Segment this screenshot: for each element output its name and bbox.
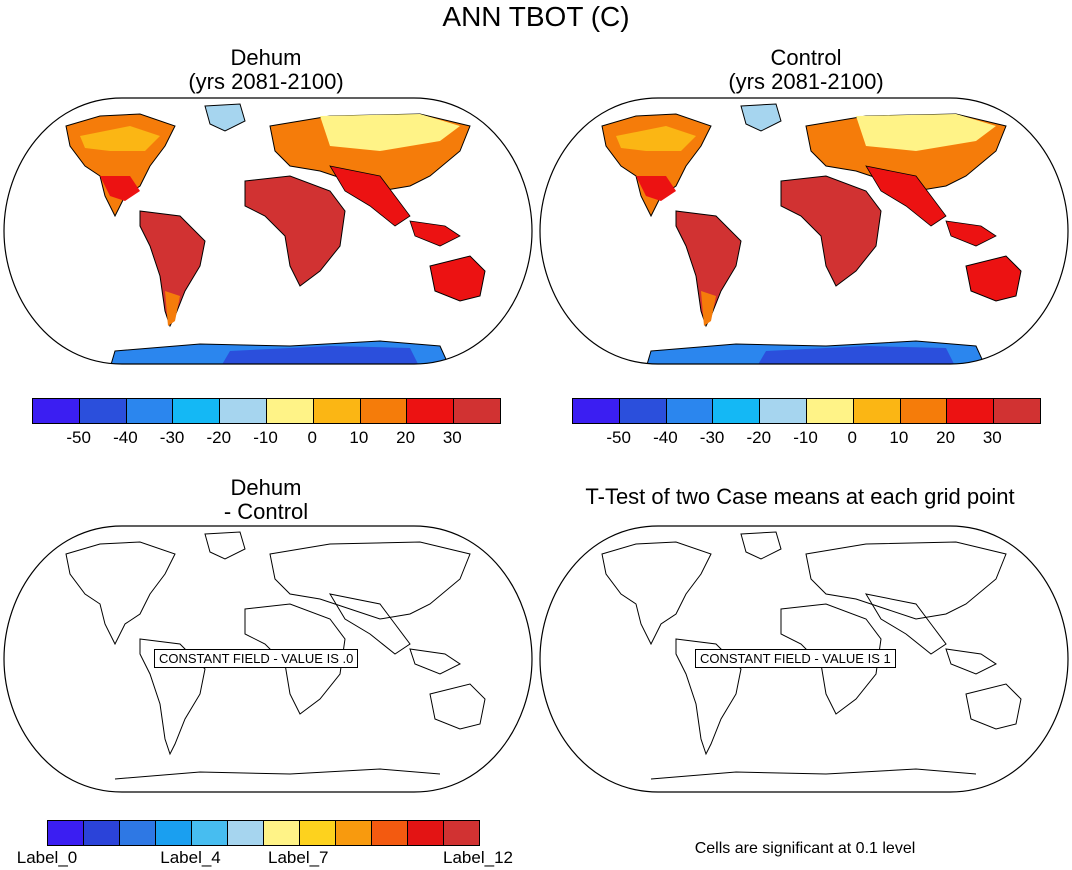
- colorbar-tick-label: -50: [66, 428, 91, 447]
- colorbar-tick-label: Label_12: [443, 848, 513, 867]
- colorbar-tick-label: -20: [746, 428, 772, 447]
- colorbar-swatch: [666, 399, 714, 423]
- colorbar-tick-label: -10: [253, 428, 278, 447]
- panel-ttest-title: T-Test of two Case means at each grid po…: [540, 485, 1060, 509]
- colorbar-swatch: [336, 821, 372, 845]
- panel-dehum-title-line1: Dehum: [230, 45, 302, 70]
- colorbar-swatch: [48, 821, 84, 845]
- world-map-icon: [601, 531, 1022, 780]
- colorbar-swatch: [360, 399, 408, 423]
- significance-note: Cells are significant at 0.1 level: [694, 840, 916, 857]
- colorbar-tick-label: 30: [442, 428, 462, 447]
- colorbar-swatch: [156, 821, 192, 845]
- colorbar-swatch: [33, 399, 80, 423]
- page-title: ANN TBOT (C): [442, 1, 630, 32]
- colorbar-swatch: [264, 821, 300, 845]
- colorbar-swatch: [444, 821, 479, 845]
- colorbar-swatch: [372, 821, 408, 845]
- colorbar-swatch: [228, 821, 264, 845]
- panel-control-title: Control (yrs 2081-2100): [606, 46, 1006, 94]
- panel-control-title-line2: (yrs 2081-2100): [728, 69, 884, 94]
- colorbar-tick-label: 10: [889, 428, 909, 447]
- colorbar-tick-label: 20: [396, 428, 416, 447]
- panel-diff-title-line2: - Control: [223, 499, 309, 524]
- colorbar-dehum: [32, 398, 501, 424]
- colorbar-tick-label: -10: [793, 428, 818, 447]
- colorbar-tick-label: -30: [699, 428, 725, 447]
- colorbar-swatch: [947, 399, 995, 423]
- colorbar-swatch: [300, 821, 336, 845]
- colorbar-diff: [47, 820, 480, 846]
- colorbar-tick-label: 20: [936, 428, 956, 447]
- map-ttest: [539, 525, 1069, 793]
- colorbar-tick-label: -40: [653, 428, 678, 447]
- colorbar-swatch: [619, 399, 667, 423]
- colorbar-tick-label: -40: [113, 428, 138, 447]
- colorbar-diff-labels: Label_0 Label_4 Label_7 Label_12: [17, 848, 513, 870]
- colorbar-swatch: [313, 399, 361, 423]
- colorbar-control: [572, 398, 1041, 424]
- colorbar-swatch: [220, 399, 267, 423]
- colorbar-tick-label: Label_4: [160, 848, 221, 867]
- colorbar-swatch: [853, 399, 901, 423]
- colorbar-swatch: [173, 399, 221, 423]
- colorbar-tick-label: -20: [206, 428, 232, 447]
- colorbar-tick-label: -30: [159, 428, 185, 447]
- colorbar-swatch: [994, 399, 1040, 423]
- panel-control-title-line1: Control: [770, 45, 842, 70]
- colorbar-tick-label: 0: [847, 428, 857, 447]
- panel-ttest-title-line1: T-Test of two Case means at each grid po…: [585, 484, 1015, 509]
- colorbar-dehum-labels: -50 -40 -30 -20 -10 0 10 20 30: [32, 428, 499, 450]
- colorbar-swatch: [408, 821, 444, 845]
- colorbar-tick-label: -50: [606, 428, 631, 447]
- world-map-icon: [65, 103, 486, 364]
- colorbar-tick-label: 10: [349, 428, 369, 447]
- colorbar-swatch: [454, 399, 500, 423]
- panel-dehum-title: Dehum (yrs 2081-2100): [66, 46, 466, 94]
- world-map-icon: [601, 103, 1022, 364]
- colorbar-swatch: [407, 399, 455, 423]
- colorbar-swatch: [900, 399, 948, 423]
- colorbar-tick-label: Label_0: [16, 848, 78, 867]
- colorbar-tick-label: Label_7: [268, 848, 329, 867]
- colorbar-swatch: [266, 399, 314, 423]
- colorbar-swatch: [713, 399, 761, 423]
- constant-field-label-diff: CONSTANT FIELD - VALUE IS .0: [154, 649, 359, 668]
- colorbar-swatch: [126, 399, 174, 423]
- map-dehum: [3, 97, 533, 365]
- panel-dehum-title-line2: (yrs 2081-2100): [188, 69, 344, 94]
- map-control: [539, 97, 1069, 365]
- colorbar-swatch: [760, 399, 807, 423]
- colorbar-tick-label: 0: [307, 428, 317, 447]
- colorbar-swatch: [806, 399, 854, 423]
- panel-diff-title-line1: Dehum: [230, 475, 302, 500]
- constant-field-label-ttest: CONSTANT FIELD - VALUE IS 1: [695, 649, 896, 668]
- colorbar-tick-label: 30: [982, 428, 1002, 447]
- colorbar-swatch: [120, 821, 156, 845]
- colorbar-control-labels: -50 -40 -30 -20 -10 0 10 20 30: [572, 428, 1039, 450]
- colorbar-swatch: [573, 399, 620, 423]
- panel-diff-title: Dehum - Control: [66, 476, 466, 524]
- colorbar-swatch: [192, 821, 228, 845]
- colorbar-swatch: [84, 821, 120, 845]
- colorbar-swatch: [79, 399, 127, 423]
